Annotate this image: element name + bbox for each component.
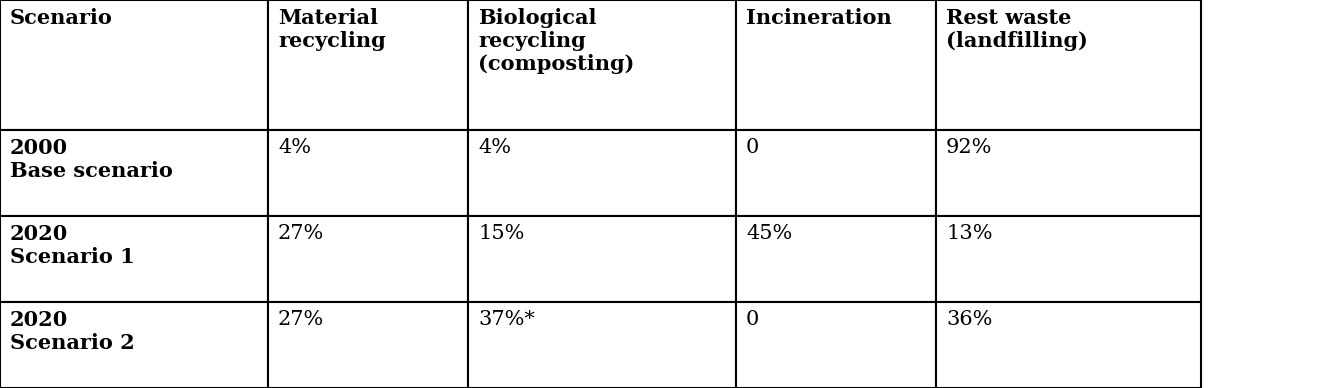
Text: 0: 0: [746, 138, 760, 157]
Bar: [736, 216, 936, 302]
Text: Incineration: Incineration: [746, 8, 891, 28]
Bar: [736, 302, 936, 388]
Bar: [0, 0, 268, 130]
Text: 45%: 45%: [746, 224, 793, 243]
Text: 0: 0: [746, 310, 760, 329]
Text: 27%: 27%: [278, 310, 324, 329]
Bar: [0, 302, 268, 388]
Bar: [0, 130, 268, 216]
Text: 92%: 92%: [946, 138, 992, 157]
Text: 4%: 4%: [478, 138, 511, 157]
Bar: [736, 130, 936, 216]
Text: 2020
Scenario 1: 2020 Scenario 1: [11, 224, 134, 267]
Text: 13%: 13%: [946, 224, 992, 243]
Bar: [467, 0, 736, 130]
Text: 2020
Scenario 2: 2020 Scenario 2: [11, 310, 134, 353]
Bar: [936, 216, 1201, 302]
Bar: [936, 130, 1201, 216]
Bar: [467, 216, 736, 302]
Bar: [736, 0, 936, 130]
Bar: [268, 302, 467, 388]
Text: 4%: 4%: [278, 138, 311, 157]
Text: 2000
Base scenario: 2000 Base scenario: [11, 138, 173, 181]
Bar: [936, 0, 1201, 130]
Bar: [467, 302, 736, 388]
Text: 27%: 27%: [278, 224, 324, 243]
Bar: [0, 216, 268, 302]
Text: Biological
recycling
(composting): Biological recycling (composting): [478, 8, 635, 74]
Text: 37%*: 37%*: [478, 310, 535, 329]
Text: 36%: 36%: [946, 310, 992, 329]
Bar: [268, 216, 467, 302]
Bar: [467, 130, 736, 216]
Bar: [268, 130, 467, 216]
Bar: [936, 302, 1201, 388]
Text: Rest waste
(landfilling): Rest waste (landfilling): [946, 8, 1088, 51]
Text: 15%: 15%: [478, 224, 525, 243]
Text: Scenario: Scenario: [11, 8, 113, 28]
Bar: [268, 0, 467, 130]
Text: Material
recycling: Material recycling: [278, 8, 385, 51]
